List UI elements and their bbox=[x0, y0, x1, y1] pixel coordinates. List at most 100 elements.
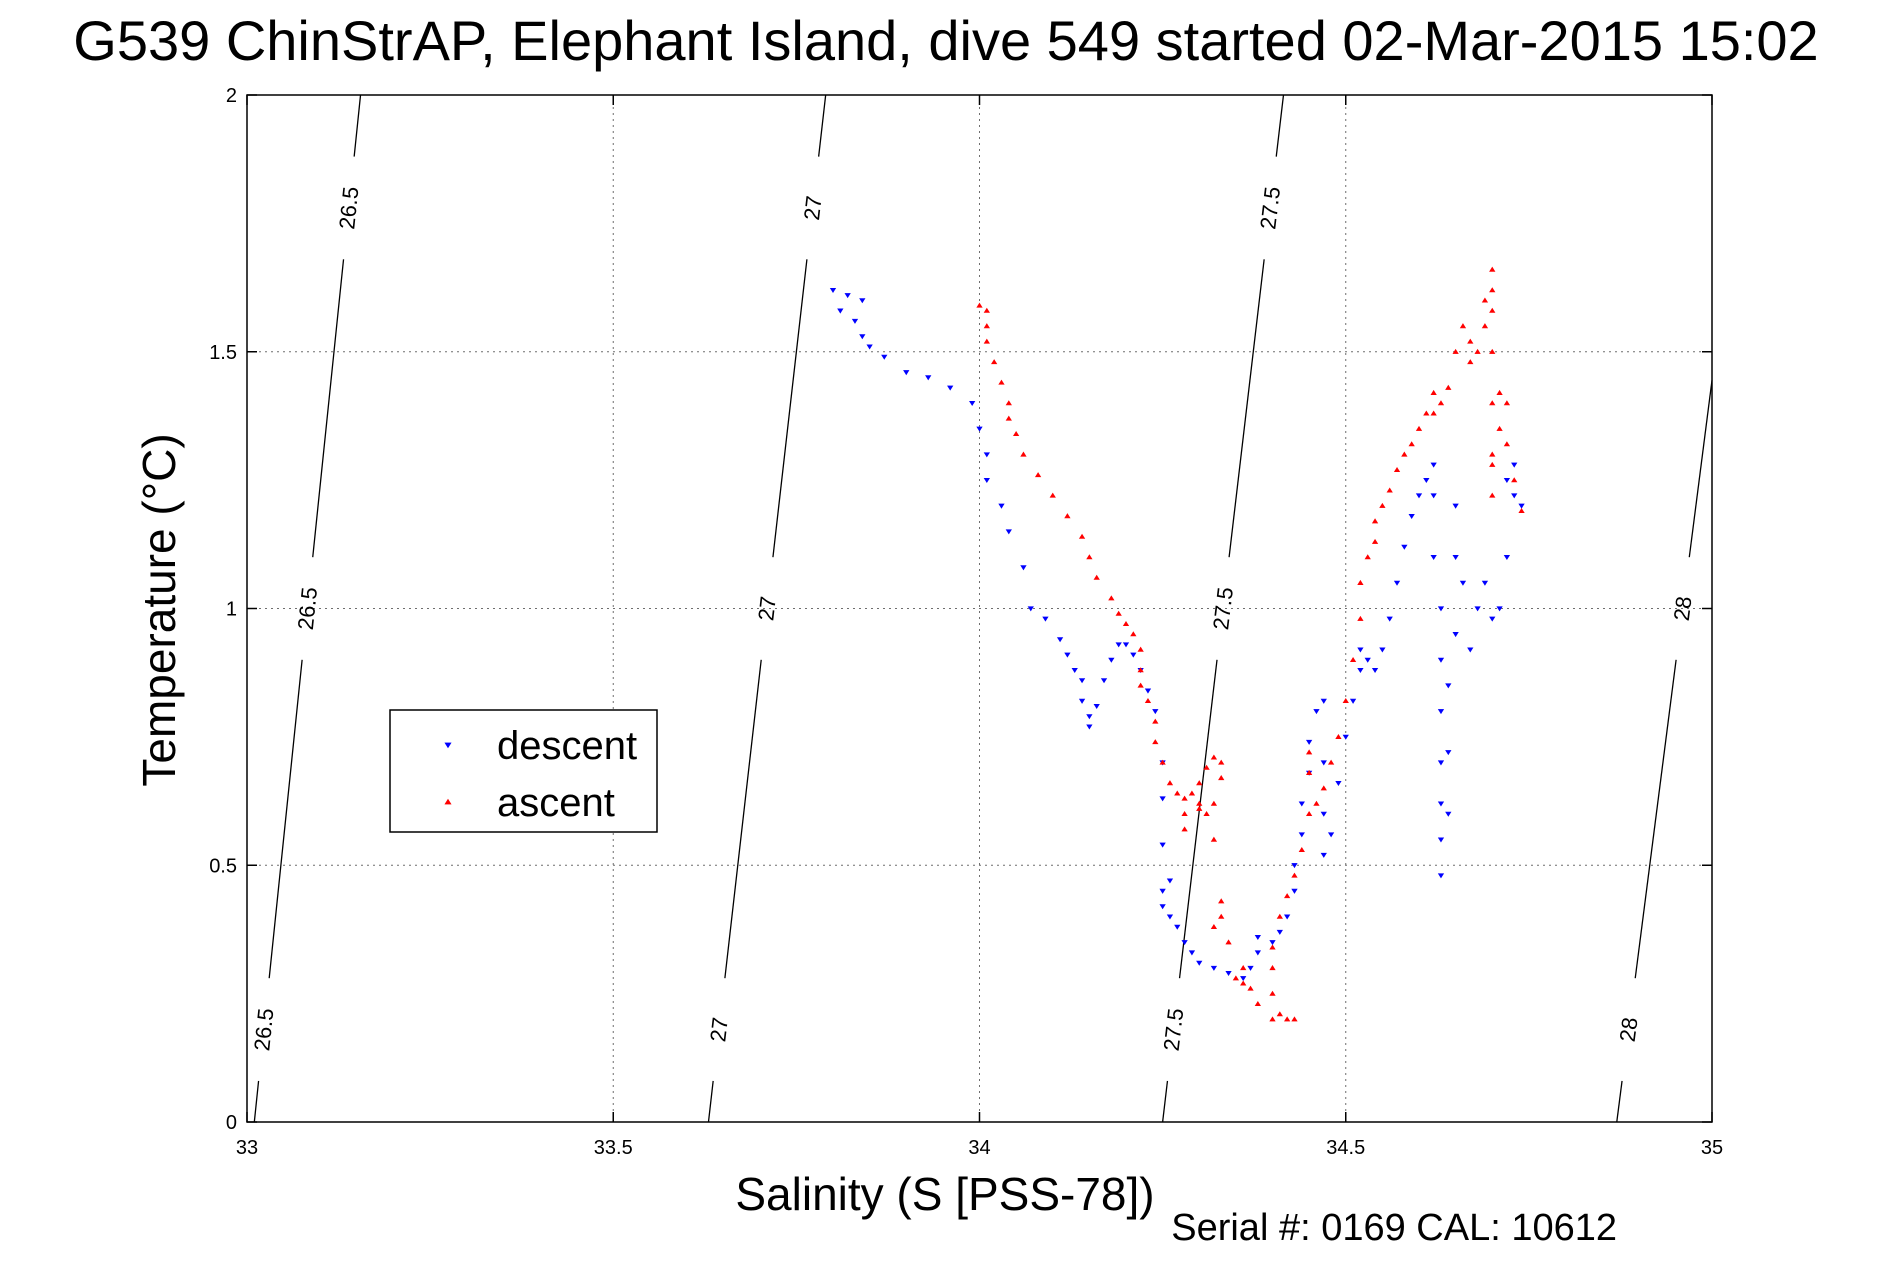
ascent-point bbox=[1174, 790, 1181, 796]
ascent-point bbox=[983, 323, 990, 329]
descent-point bbox=[1064, 652, 1071, 658]
descent-point bbox=[1327, 832, 1335, 838]
isopycnal-label: 27.5 bbox=[1159, 1007, 1189, 1052]
descent-point bbox=[1005, 529, 1012, 535]
isopycnal-line bbox=[772, 259, 808, 558]
ascent-point bbox=[1503, 400, 1511, 406]
ascent-point bbox=[1232, 975, 1240, 981]
ascent-point bbox=[1357, 615, 1364, 621]
ascent-point bbox=[1503, 441, 1511, 447]
ascent-point bbox=[1357, 579, 1364, 585]
descent-point bbox=[1489, 616, 1496, 622]
ascent-point bbox=[1181, 826, 1188, 832]
descent-point bbox=[1445, 750, 1452, 756]
descent-point bbox=[1159, 904, 1166, 910]
y-axis-label: Temperature (°C) bbox=[133, 433, 185, 786]
descent-point bbox=[1247, 965, 1254, 971]
descent-point bbox=[1078, 698, 1086, 704]
descent-point bbox=[1371, 667, 1379, 674]
ascent-point bbox=[1335, 733, 1342, 739]
ascent-point bbox=[1481, 297, 1489, 303]
ascent-point bbox=[1210, 754, 1218, 760]
descent-point bbox=[1357, 667, 1364, 674]
descent-point bbox=[1020, 565, 1027, 571]
ascent-point bbox=[983, 338, 990, 344]
ascent-point bbox=[1298, 846, 1305, 852]
ascent-point bbox=[1379, 502, 1386, 508]
descent-point bbox=[1496, 606, 1503, 612]
isopycnal-line bbox=[1161, 1080, 1169, 1123]
isopycnal-line bbox=[1688, 380, 1713, 558]
ascent-point bbox=[1481, 323, 1489, 329]
ascent-point bbox=[1078, 533, 1086, 539]
descent-point bbox=[1452, 503, 1459, 509]
descent-point bbox=[1166, 914, 1174, 920]
legend: descent ascent bbox=[389, 709, 658, 833]
descent-point bbox=[1159, 796, 1166, 802]
legend-marker-descent bbox=[444, 742, 452, 749]
descent-point bbox=[1481, 580, 1489, 586]
descent-point bbox=[1467, 647, 1474, 653]
ascent-point bbox=[1203, 810, 1210, 817]
ascent-point bbox=[1452, 348, 1459, 354]
ascent-point bbox=[1247, 985, 1254, 991]
descent-point bbox=[1349, 698, 1357, 704]
ascent-point bbox=[1364, 554, 1371, 560]
descent-point bbox=[1159, 888, 1166, 894]
ascent-point bbox=[1489, 492, 1496, 498]
ascent-point bbox=[1020, 451, 1027, 457]
descent-point bbox=[1181, 940, 1188, 946]
ascent-point bbox=[1349, 656, 1357, 662]
x-tick-label: 33 bbox=[236, 1137, 258, 1159]
descent-point bbox=[1430, 493, 1437, 499]
isopycnal-label: 26.5 bbox=[249, 1007, 278, 1052]
descent-point bbox=[1511, 462, 1518, 468]
descent-point bbox=[1503, 555, 1511, 561]
ascent-point bbox=[1137, 682, 1144, 688]
ascent-point bbox=[1210, 800, 1218, 806]
ascent-point bbox=[976, 302, 983, 308]
ascent-point bbox=[1291, 872, 1298, 878]
descent-point bbox=[1056, 637, 1064, 643]
descent-series bbox=[829, 288, 1525, 982]
ascent-point bbox=[1218, 775, 1225, 781]
descent-point bbox=[1393, 580, 1401, 586]
ascent-point bbox=[1371, 538, 1379, 544]
ascent-point bbox=[1305, 810, 1313, 817]
descent-point bbox=[1254, 950, 1261, 956]
descent-point bbox=[851, 318, 859, 324]
ascent-point bbox=[1196, 800, 1203, 806]
legend-label-descent: descent bbox=[497, 724, 637, 768]
descent-point bbox=[1100, 678, 1108, 684]
y-tick-label: 1.5 bbox=[209, 342, 237, 364]
ascent-point bbox=[1181, 810, 1188, 817]
ascent-point bbox=[1393, 466, 1401, 472]
y-tick-label: 0 bbox=[226, 1112, 237, 1134]
descent-point bbox=[1459, 580, 1467, 586]
chart-title: G539 ChinStrAP, Elephant Island, dive 54… bbox=[73, 9, 1818, 72]
descent-point bbox=[1086, 714, 1093, 720]
descent-point bbox=[1291, 863, 1298, 869]
descent-point bbox=[1423, 478, 1430, 484]
descent-point bbox=[1335, 780, 1342, 786]
ascent-point bbox=[1005, 400, 1012, 406]
descent-point bbox=[1210, 965, 1218, 971]
ascent-point bbox=[1152, 739, 1159, 745]
isopycnal-line bbox=[724, 659, 762, 979]
ascent-point bbox=[1437, 400, 1445, 406]
descent-point bbox=[1401, 544, 1408, 550]
isopycnal-line bbox=[707, 1080, 714, 1123]
descent-point bbox=[1474, 606, 1481, 612]
descent-point bbox=[1188, 950, 1196, 956]
isopycnal-label: 27.5 bbox=[1255, 185, 1285, 230]
ascent-point bbox=[1467, 359, 1474, 365]
ascent-point bbox=[1489, 287, 1496, 293]
x-tick-label: 33.5 bbox=[594, 1137, 633, 1159]
isopycnal-label: 26.5 bbox=[334, 185, 363, 230]
ascent-point bbox=[1144, 698, 1152, 704]
serial-calibration-label: Serial #: 0169 CAL: 10612 bbox=[1171, 1207, 1617, 1249]
ascent-point bbox=[1511, 477, 1518, 483]
isopycnal-label: 28 bbox=[1615, 1016, 1643, 1043]
ascent-point bbox=[1276, 913, 1283, 919]
descent-point bbox=[1320, 811, 1327, 817]
